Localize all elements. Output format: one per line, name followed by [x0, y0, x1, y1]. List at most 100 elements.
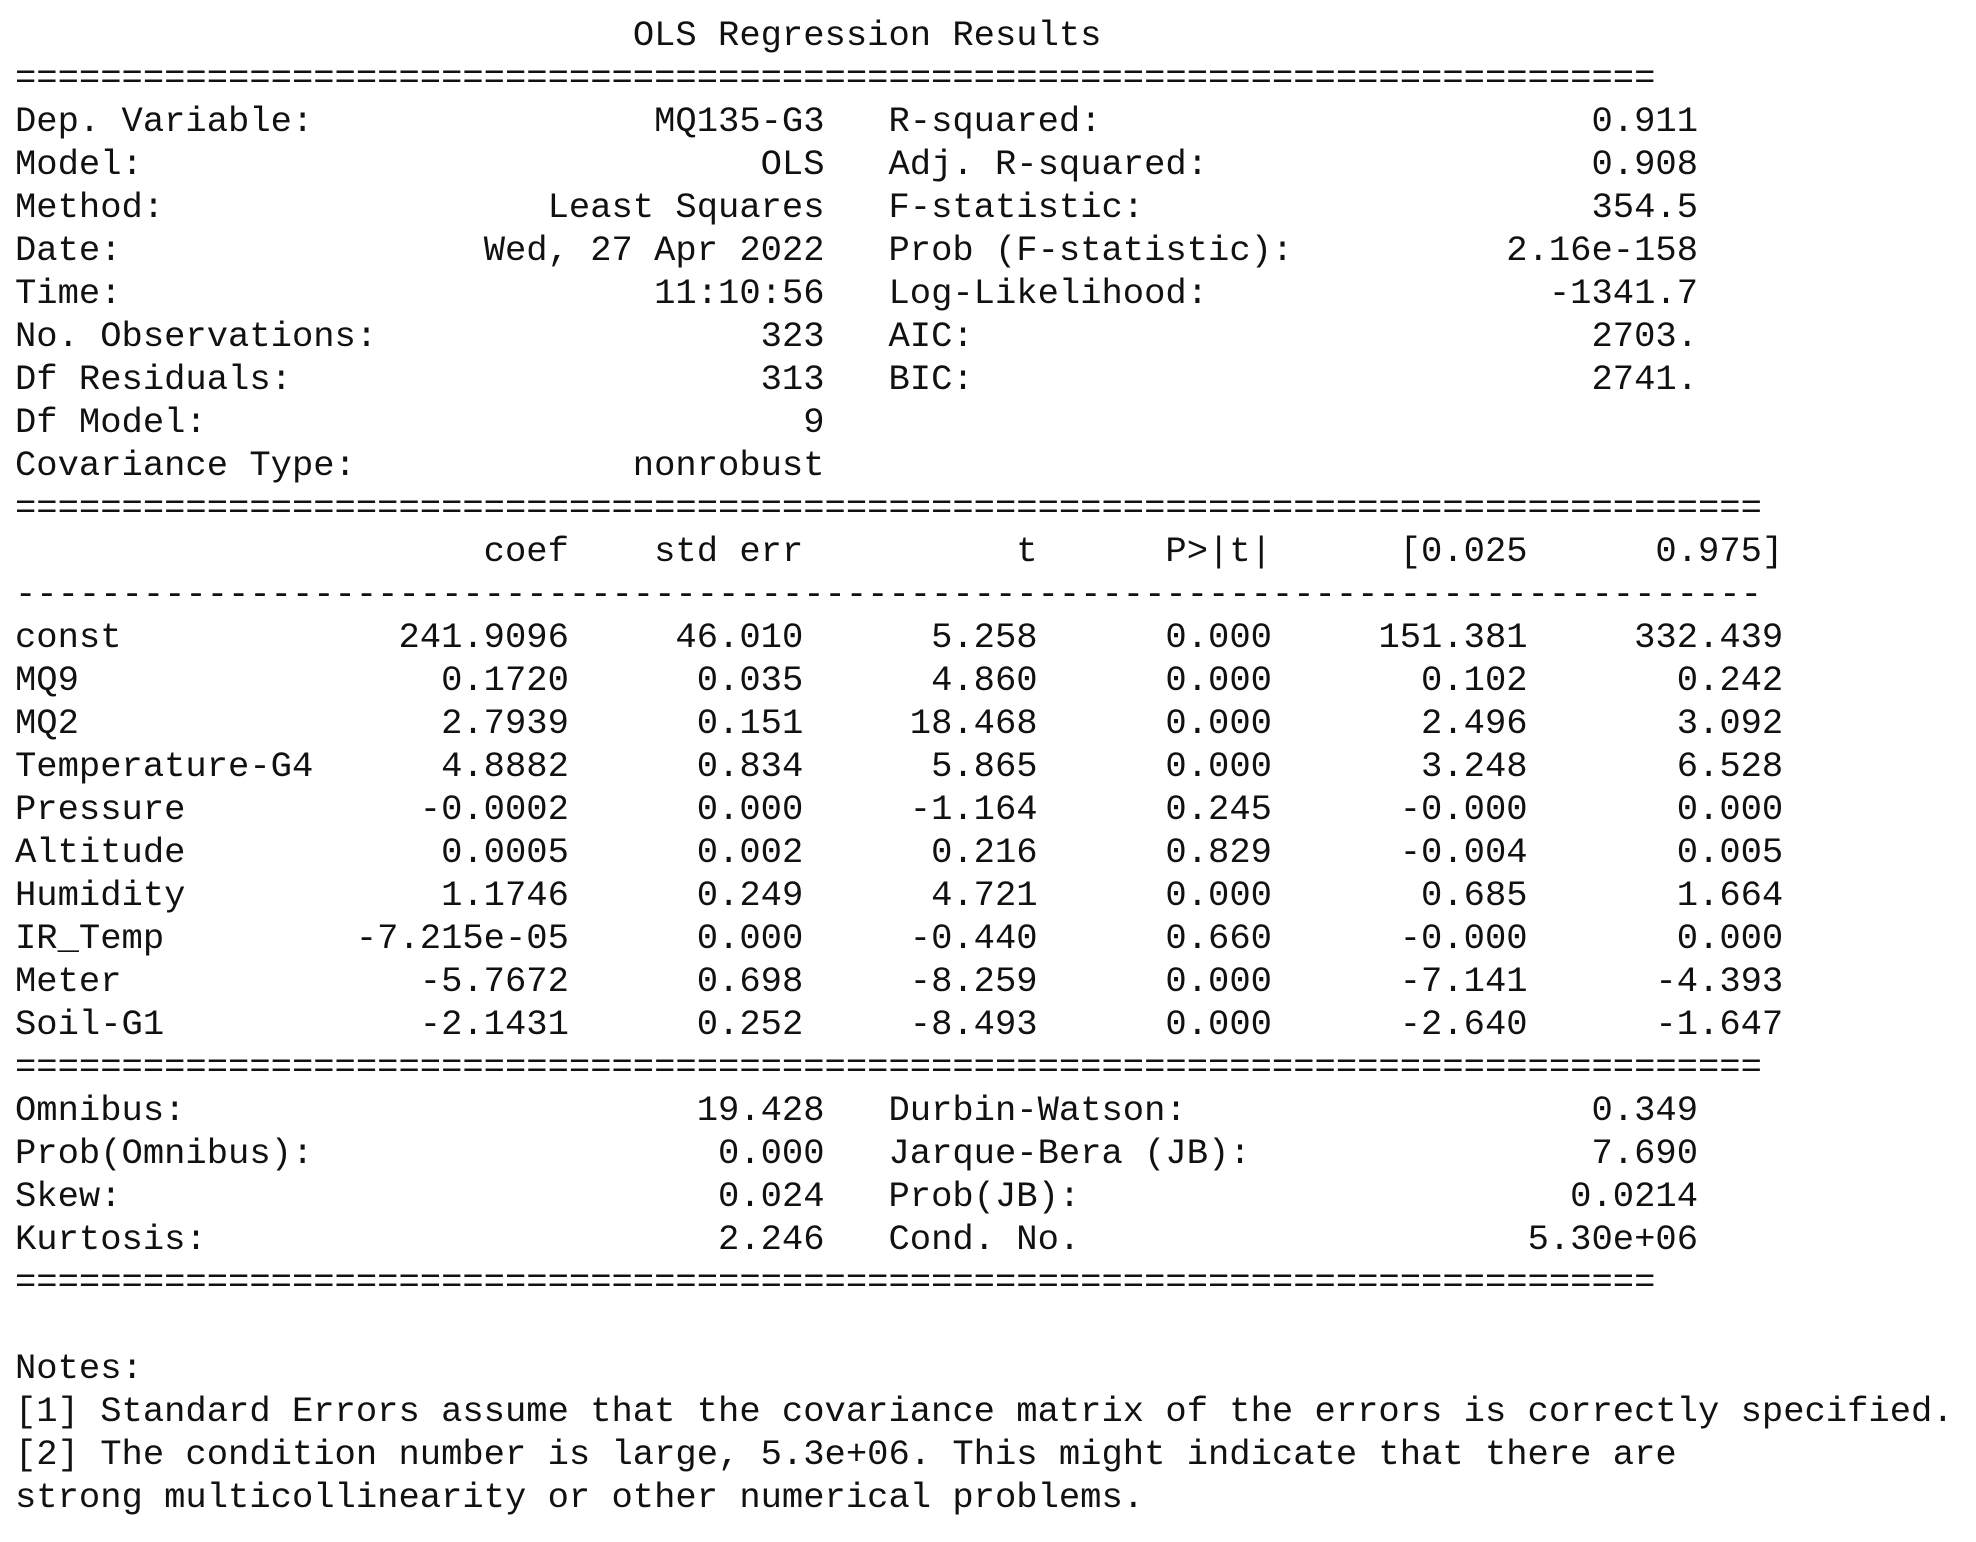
coef-row: Humidity 1.1746 0.249 4.721 0.000 0.685 …	[15, 874, 1965, 917]
model-summary-row: No. Observations: 323 AIC: 2703.	[15, 315, 1965, 358]
note-line: [2] The condition number is large, 5.3e+…	[15, 1434, 1677, 1475]
coef-cell: -8.493	[803, 1004, 1038, 1045]
coef-cell: 241.9096	[355, 617, 569, 658]
coef-cell: 0.002	[568, 832, 804, 873]
separator-single: ----------------------------------------…	[15, 574, 1762, 615]
stub-header-pad	[15, 531, 356, 572]
right-label: Durbin-Watson:	[824, 1090, 1187, 1131]
separator-bottom: ========================================…	[15, 1262, 1656, 1303]
model-summary-row: Method: Least Squares F-statistic: 354.5	[15, 186, 1965, 229]
coef-cell: 0.005	[1527, 832, 1784, 873]
model-summary-row: Date: Wed, 27 Apr 2022 Prob (F-statistic…	[15, 229, 1965, 272]
coef-cell: 0.000	[1037, 617, 1272, 658]
variable-name: Altitude	[15, 832, 356, 873]
variable-name: IR_Temp	[15, 918, 356, 959]
model-summary-row: Df Model: 9	[15, 401, 1965, 444]
variable-name: Soil-G1	[15, 1004, 356, 1045]
coef-cell: 0.660	[1037, 918, 1272, 959]
coef-row: IR_Temp -7.215e-05 0.000 -0.440 0.660 -0…	[15, 917, 1965, 960]
coef-cell: -7.141	[1271, 961, 1528, 1002]
coef-cell: 0.000	[568, 918, 804, 959]
right-value: 354.5	[1144, 187, 1698, 228]
coef-cell: 0.698	[568, 961, 804, 1002]
coef-header-row: coef std err t P>|t| [0.025 0.975]	[15, 530, 1965, 573]
report-title-text: OLS Regression Results	[632, 15, 1102, 56]
coef-cell: 4.721	[803, 875, 1038, 916]
variable-name: Meter	[15, 961, 356, 1002]
coef-cell: 0.000	[568, 789, 804, 830]
left-value: 0.024	[121, 1176, 825, 1217]
right-value: 0.911	[1101, 101, 1698, 142]
coef-cell: 0.245	[1037, 789, 1272, 830]
left-value: 0.000	[313, 1133, 825, 1174]
variable-name: Pressure	[15, 789, 356, 830]
right-label: Log-Likelihood:	[824, 273, 1209, 314]
model-summary-row: Covariance Type: nonrobust	[15, 444, 1965, 487]
variable-name: MQ9	[15, 660, 356, 701]
title-pad	[15, 15, 633, 56]
left-label: Method:	[15, 187, 165, 228]
coef-cell: 0.0005	[355, 832, 569, 873]
variable-name: Humidity	[15, 875, 356, 916]
coef-cell: 0.834	[568, 746, 804, 787]
left-value: MQ135-G3	[313, 101, 825, 142]
diagnostics-row: Skew: 0.024 Prob(JB): 0.0214	[15, 1175, 1965, 1218]
diagnostics-row: Prob(Omnibus): 0.000 Jarque-Bera (JB): 7…	[15, 1132, 1965, 1175]
left-label: Model:	[15, 144, 143, 185]
separator-coef-end: ========================================…	[15, 1047, 1762, 1088]
coef-row: Pressure -0.0002 0.000 -1.164 0.245 -0.0…	[15, 788, 1965, 831]
coef-cell: -1.647	[1527, 1004, 1784, 1045]
right-label: Jarque-Bera (JB):	[824, 1133, 1251, 1174]
diagnostics-section: Omnibus: 19.428 Durbin-Watson: 0.349 Pro…	[15, 1089, 1965, 1261]
right-value: 0.349	[1186, 1090, 1699, 1131]
coef-cell: 0.252	[568, 1004, 804, 1045]
coef-cell: 0.829	[1037, 832, 1272, 873]
coef-row: Meter -5.7672 0.698 -8.259 0.000 -7.141 …	[15, 960, 1965, 1003]
model-summary-row: Dep. Variable: MQ135-G3 R-squared: 0.911	[15, 100, 1965, 143]
right-label: F-statistic:	[824, 187, 1145, 228]
coef-cell: -0.004	[1271, 832, 1528, 873]
coef-cell: 6.528	[1527, 746, 1784, 787]
coef-cell: 4.860	[803, 660, 1038, 701]
coef-cell: 0.102	[1271, 660, 1528, 701]
coef-cell: -0.440	[803, 918, 1038, 959]
coef-cell: 1.664	[1527, 875, 1784, 916]
coef-cell: 46.010	[568, 617, 804, 658]
coef-cell: 0.000	[1037, 1004, 1272, 1045]
separator-top: ========================================…	[15, 58, 1656, 99]
model-summary-row: Model: OLS Adj. R-squared: 0.908	[15, 143, 1965, 186]
column-header: 0.975]	[1527, 531, 1784, 572]
coef-row: MQ9 0.1720 0.035 4.860 0.000 0.102 0.242	[15, 659, 1965, 702]
coef-cell: 0.685	[1271, 875, 1528, 916]
coef-cell: 4.8882	[355, 746, 569, 787]
coef-cell: 0.1720	[355, 660, 569, 701]
coef-cell: 3.092	[1527, 703, 1784, 744]
coef-row: Altitude 0.0005 0.002 0.216 0.829 -0.004…	[15, 831, 1965, 874]
left-label: Prob(Omnibus):	[15, 1133, 314, 1174]
column-header: t	[803, 531, 1038, 572]
coef-cell: -1.164	[803, 789, 1038, 830]
separator-mid: ========================================…	[15, 488, 1762, 529]
variable-name: const	[15, 617, 356, 658]
left-value: Wed, 27 Apr 2022	[121, 230, 825, 271]
right-label: Cond. No.	[824, 1219, 1081, 1260]
regression-report: OLS Regression Results =================…	[15, 14, 1965, 1519]
right-value: 7.690	[1250, 1133, 1698, 1174]
left-label: Time:	[15, 273, 122, 314]
coefficient-table: coef std err t P>|t| [0.025 0.975] -----…	[15, 530, 1965, 1046]
diagnostics-row: Omnibus: 19.428 Durbin-Watson: 0.349	[15, 1089, 1965, 1132]
coef-cell: 0.000	[1037, 703, 1272, 744]
model-summary-row: Df Residuals: 313 BIC: 2741.	[15, 358, 1965, 401]
left-value: 9	[206, 402, 825, 443]
coef-row: Soil-G1 -2.1431 0.252 -8.493 0.000 -2.64…	[15, 1003, 1965, 1046]
right-value: 2.16e-158	[1293, 230, 1699, 271]
right-value: 0.0214	[1080, 1176, 1699, 1217]
left-value: 313	[291, 359, 825, 400]
coef-cell: 18.468	[803, 703, 1038, 744]
variable-name: Temperature-G4	[15, 746, 356, 787]
right-label: R-squared:	[824, 101, 1102, 142]
coef-rows: const 241.9096 46.010 5.258 0.000 151.38…	[15, 616, 1965, 1046]
left-label: Df Model:	[15, 402, 207, 443]
right-label: Prob (F-statistic):	[824, 230, 1294, 271]
notes-heading: Notes:	[15, 1348, 143, 1389]
